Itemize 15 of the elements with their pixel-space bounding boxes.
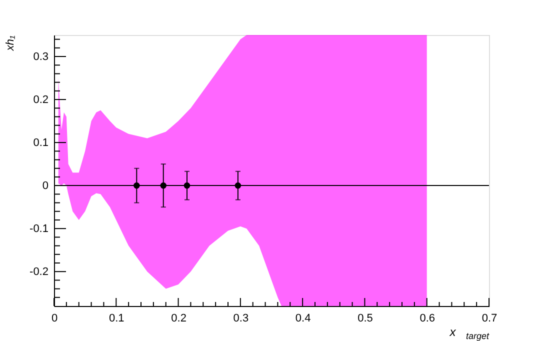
x-tick-label: 0.3 bbox=[233, 312, 249, 324]
x-tick-label: 0.1 bbox=[108, 312, 124, 324]
y-tick-label: 0.3 bbox=[33, 51, 48, 64]
y-axis-title: xh₁ bbox=[4, 34, 17, 52]
x-tick-label: 0 bbox=[51, 312, 58, 324]
x-tick-label: 0.6 bbox=[420, 312, 436, 324]
y-tick-label: 0.2 bbox=[33, 94, 48, 106]
y-tick-label: 0.1 bbox=[33, 137, 48, 150]
x-tick-label: 0.2 bbox=[171, 312, 186, 324]
x-tick-label: 0.5 bbox=[358, 312, 373, 324]
x-tick-label: 0.7 bbox=[482, 312, 498, 324]
y-tick-label: 0 bbox=[42, 180, 48, 192]
y-tick-label: -0.1 bbox=[30, 223, 48, 236]
x-tick-label: 0.4 bbox=[295, 312, 311, 324]
y-tick-label: -0.2 bbox=[30, 266, 48, 278]
